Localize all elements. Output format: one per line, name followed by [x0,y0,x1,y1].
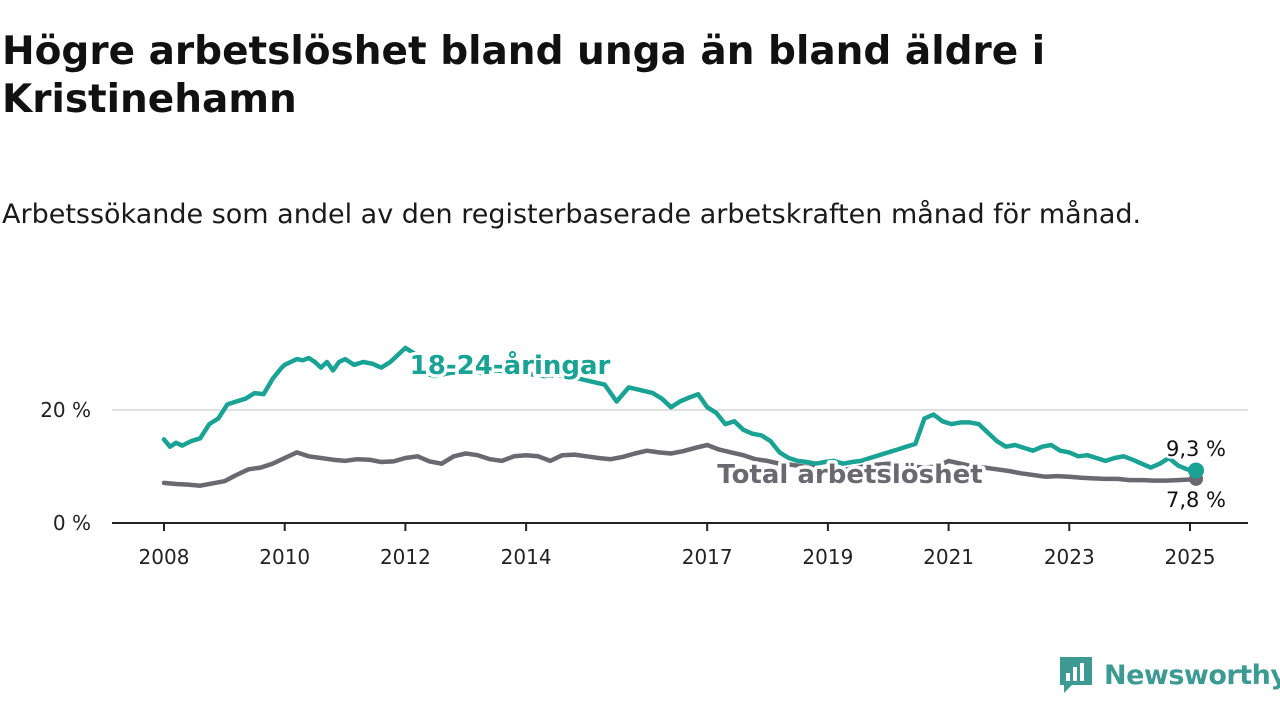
series-label-youth: 18-24-åringar [410,349,611,381]
series-line-youth [161,345,1199,473]
brand-logo[interactable]: Newsworthy [1058,654,1280,696]
x-tick-label: 2021 [923,545,974,569]
y-tick-label: 0 % [53,511,91,535]
series-layer [161,345,1205,488]
x-tick-label: 2017 [682,545,733,569]
grid-layer [112,409,1248,524]
x-tick-label: 2008 [139,545,190,569]
end-value-label-total: 7,8 % [1166,488,1226,512]
x-tick-label: 2019 [802,545,853,569]
x-tick-label: 2014 [501,545,552,569]
x-tick-label: 2025 [1165,545,1216,569]
x-tick-label: 2012 [380,545,431,569]
end-value-label-youth: 9,3 % [1166,437,1226,461]
newsworthy-logo-icon [1060,657,1092,693]
x-tick-label: 2023 [1044,545,1095,569]
chart-title: Högre arbetslöshet bland unga än bland ä… [2,29,1046,122]
series-label-total: Total arbetslöshet [717,460,982,490]
series-line-total [161,442,1199,488]
y-tick-label: 20 % [40,398,91,422]
axis-ticks: 0 % 20 % 2008 2010 2012 2014 2017 2019 2021 2023 2… [40,398,1215,569]
series-end-point [1188,462,1205,479]
brand-name: Newsworthy [1104,659,1280,691]
chart-subtitle: Arbetssökande som andel av den registerb… [2,199,1142,230]
x-tick-label: 2010 [259,545,310,569]
labels-layer: 18-24-åringar Total arbetslöshet 9,3 % 7,8 … [406,346,1228,515]
